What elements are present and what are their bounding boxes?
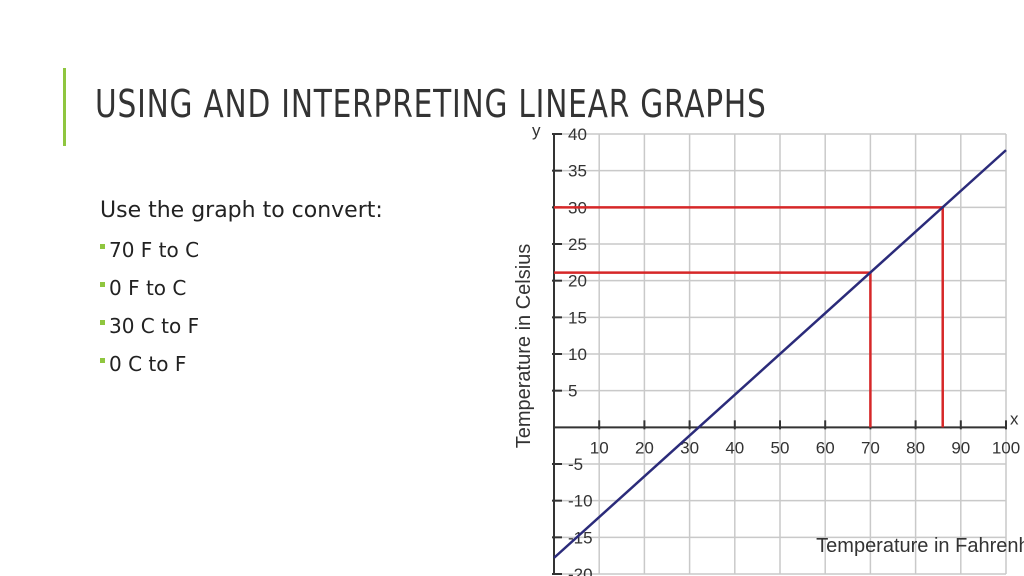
y-tick-label: -5 <box>568 455 583 474</box>
x-tick-label: 90 <box>951 438 970 457</box>
x-tick-label: 20 <box>635 438 654 457</box>
y-axis-letter: y <box>532 121 541 140</box>
title-accent-bar <box>63 68 66 146</box>
series-line <box>553 149 1007 559</box>
slide-title: USING AND INTERPRETING LINEAR GRAPHS <box>95 82 767 126</box>
x-tick-label: 10 <box>590 438 609 457</box>
x-tick-label: 30 <box>680 438 699 457</box>
x-tick-label: 70 <box>861 438 880 457</box>
y-tick-label: -15 <box>568 528 593 547</box>
y-tick-label: -10 <box>568 492 593 511</box>
intro-text: Use the graph to convert: <box>100 198 383 223</box>
y-tick-label: 35 <box>568 162 587 181</box>
bullet-square-icon <box>100 243 105 249</box>
bullet-list: 70 F to C 0 F to C 30 C to F 0 C to F <box>100 231 383 383</box>
y-tick-label: 25 <box>568 235 587 254</box>
y-tick-label: 20 <box>568 272 587 291</box>
bullet-square-icon <box>100 357 105 363</box>
content-block: Use the graph to convert: 70 F to C 0 F … <box>100 198 383 383</box>
y-tick-label: 10 <box>568 345 587 364</box>
x-tick-label: 40 <box>725 438 744 457</box>
bullet-item: 30 C to F <box>100 307 383 345</box>
x-tick-label: 50 <box>771 438 790 457</box>
bullet-item: 0 F to C <box>100 269 383 307</box>
x-axis-letter: x <box>1010 409 1019 428</box>
bullet-square-icon <box>100 319 105 325</box>
y-axis-title: Temperature in Celsius <box>513 244 535 449</box>
x-tick-label: 80 <box>906 438 925 457</box>
y-tick-label: 15 <box>568 308 587 327</box>
bullet-item: 0 C to F <box>100 345 383 383</box>
bullet-item: 70 F to C <box>100 231 383 269</box>
x-tick-label: 60 <box>816 438 835 457</box>
y-tick-label: -20 <box>568 565 593 576</box>
y-tick-label: 5 <box>568 382 577 401</box>
y-tick-label: 40 <box>568 125 587 144</box>
bullet-square-icon <box>100 281 105 287</box>
x-tick-label: 100 <box>992 438 1020 457</box>
x-axis-title: Temperature in Fahrenheit <box>816 535 1024 557</box>
